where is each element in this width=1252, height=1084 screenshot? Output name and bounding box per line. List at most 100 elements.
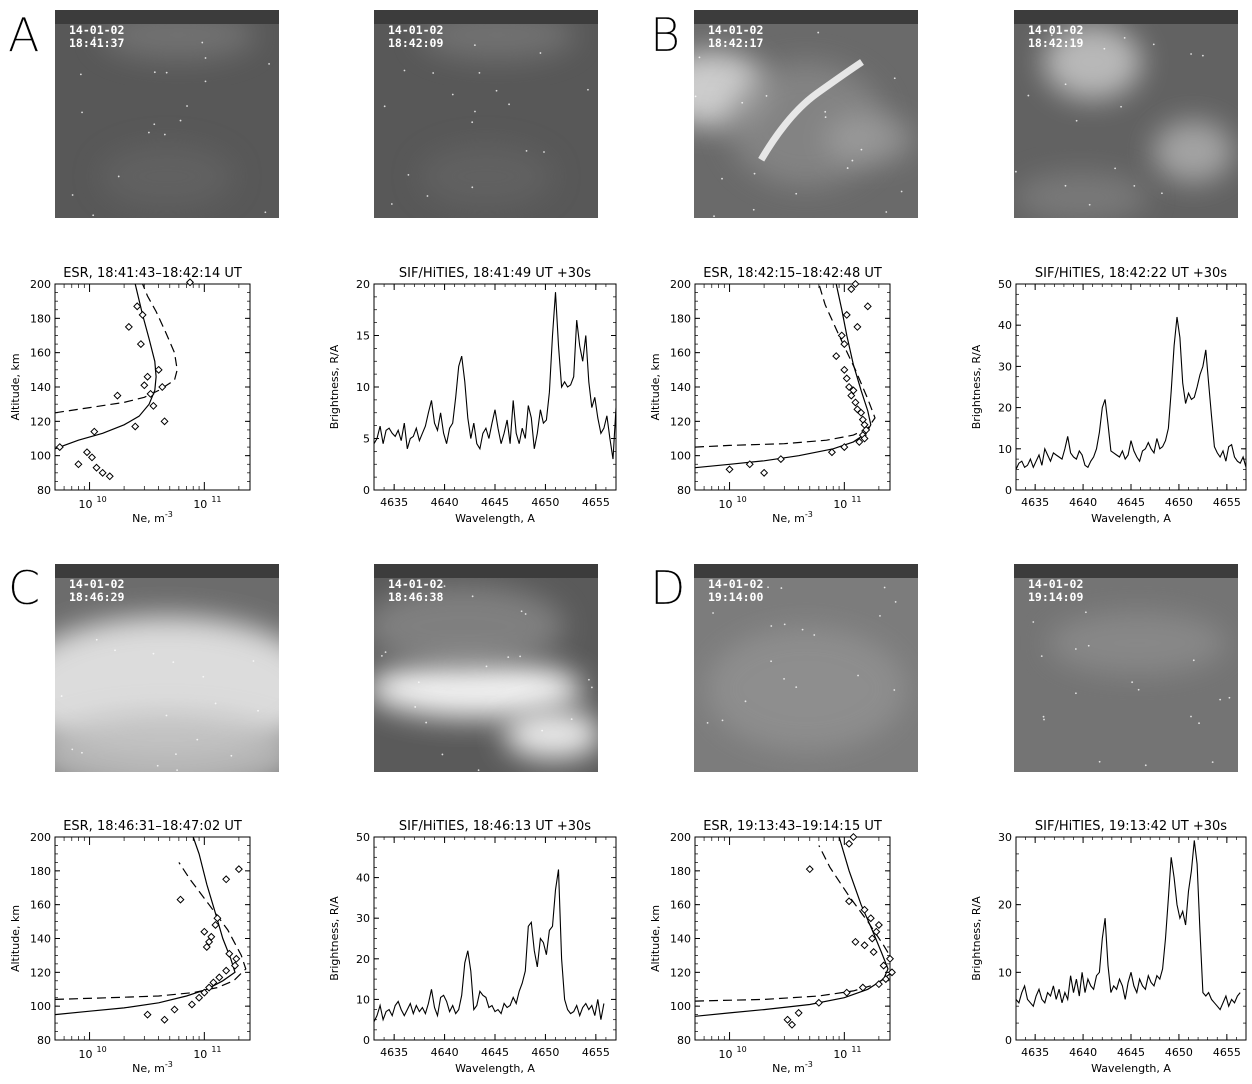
chart-title: ESR, 18:41:43–18:42:14 UT	[63, 266, 242, 281]
density-data-point	[832, 352, 841, 361]
density-data-point	[211, 920, 220, 929]
density-data-point	[146, 389, 155, 398]
allsky-image: 14-01-02 18:46:38	[374, 564, 598, 772]
y-tick-label: 160	[670, 899, 691, 912]
y-tick-label: 200	[30, 278, 51, 291]
density-data-point	[805, 865, 814, 874]
y-tick-label: 120	[670, 966, 691, 979]
density-data-point	[840, 365, 849, 374]
panel-letter-d: D	[650, 561, 686, 615]
plot-frame	[373, 283, 617, 491]
x-tick-exponent: 11	[851, 1045, 861, 1054]
esr-density-profile-chart: ESR, 18:46:31–18:47:02 UT 80 100 120 140 160 1…	[9, 819, 251, 1075]
density-data-point	[160, 417, 169, 426]
density-data-point	[131, 422, 140, 431]
allsky-image: 14-01-02 19:14:00	[694, 564, 918, 772]
x-axis-label: Ne, m-3	[772, 510, 813, 525]
density-data-point	[776, 455, 785, 464]
density-data-point	[887, 968, 896, 977]
y-axis-label: Brightness, R/A	[328, 344, 341, 429]
y-tick-label: 180	[30, 865, 51, 878]
x-tick-exponent: 11	[211, 1045, 221, 1054]
density-data-point	[82, 448, 92, 457]
plot-frame	[1015, 283, 1247, 491]
x-tick-label: 4635	[380, 1046, 408, 1059]
plot-frame	[54, 836, 251, 1041]
y-axis-label: Altitude, km	[9, 353, 22, 420]
density-data-point	[840, 443, 849, 452]
image-time: 19:14:00	[708, 590, 764, 604]
x-axis-label-superscript: -3	[165, 1060, 173, 1069]
density-data-point	[140, 381, 149, 390]
density-data-point	[185, 278, 194, 287]
esr-density-profile-chart: ESR, 19:13:43–19:14:15 UT 80 100 120 140 160 1…	[649, 819, 896, 1075]
density-data-point	[845, 382, 854, 392]
y-tick-label: 100	[670, 450, 691, 463]
density-data-point	[222, 966, 231, 975]
density-data-point	[113, 391, 122, 400]
density-data-point	[862, 425, 871, 434]
density-data-point	[849, 832, 858, 842]
density-data-point	[200, 927, 209, 936]
allsky-image: 14-01-02 18:42:09	[374, 10, 598, 218]
density-data-point	[881, 975, 890, 984]
y-tick-label: 0	[363, 484, 370, 497]
density-data-point	[232, 954, 241, 963]
density-data-point	[863, 302, 872, 311]
y-tick-label: 120	[30, 415, 51, 428]
density-data-point	[225, 949, 234, 958]
density-data-point	[842, 374, 851, 383]
density-data-point	[787, 1020, 797, 1029]
density-data-point	[827, 448, 836, 457]
density-data-point	[842, 310, 851, 319]
y-axis-label: Altitude, km	[649, 353, 662, 420]
sky-texture	[374, 564, 598, 772]
image-time: 18:42:09	[388, 36, 444, 50]
density-data-point	[842, 988, 851, 997]
density-data-point	[213, 914, 222, 923]
allsky-image: 14-01-02 19:14:09	[1014, 564, 1238, 772]
density-data-point	[98, 468, 107, 477]
x-tick-label: 4645	[481, 1046, 509, 1059]
allsky-image: 14-01-02 18:42:19	[1014, 10, 1238, 218]
model-profile-solid	[55, 284, 157, 450]
y-tick-label: 180	[670, 865, 691, 878]
y-tick-label: 80	[37, 1034, 51, 1047]
plot-area	[55, 284, 178, 450]
density-data-point	[230, 961, 239, 970]
x-tick-label: 4640	[431, 496, 459, 509]
x-axis-label-superscript: -3	[805, 510, 813, 519]
density-data-point	[209, 978, 218, 987]
spectrum-line	[1016, 316, 1246, 470]
y-tick-label: 50	[356, 831, 370, 844]
density-data-point	[725, 465, 734, 474]
chart-title: SIF/HiTIES, 18:42:22 UT +30s	[1035, 266, 1227, 281]
density-data-point	[234, 865, 243, 874]
model-profile-dashed	[55, 284, 178, 414]
density-data-point	[170, 1005, 179, 1014]
y-tick-label: 5	[363, 433, 370, 446]
density-data-point	[205, 983, 214, 992]
density-data-point	[133, 302, 142, 311]
allsky-image: 14-01-02 18:42:17	[694, 10, 918, 218]
density-data-point	[837, 331, 846, 340]
x-tick-label: 10	[719, 498, 733, 511]
density-data-point	[874, 980, 883, 989]
x-tick-label: 10	[79, 1048, 93, 1061]
x-axis-label: Ne, m-3	[132, 510, 173, 525]
plot-area	[374, 869, 605, 1022]
x-tick-label: 4655	[1213, 496, 1241, 509]
y-tick-label: 15	[356, 330, 370, 343]
plot-frame	[694, 836, 891, 1041]
image-date: 14-01-02	[1028, 23, 1084, 37]
x-tick-label: 4645	[481, 496, 509, 509]
density-data-point	[176, 895, 185, 904]
x-tick-label: 4635	[1021, 1046, 1049, 1059]
y-tick-label: 20	[998, 402, 1012, 415]
y-tick-label: 40	[998, 319, 1012, 332]
density-data-point	[860, 905, 869, 914]
density-data-point	[866, 914, 875, 923]
chart-title: SIF/HiTIES, 19:13:42 UT +30s	[1035, 819, 1227, 834]
model-profile-solid	[55, 837, 236, 1016]
plot-area	[1016, 840, 1241, 1011]
